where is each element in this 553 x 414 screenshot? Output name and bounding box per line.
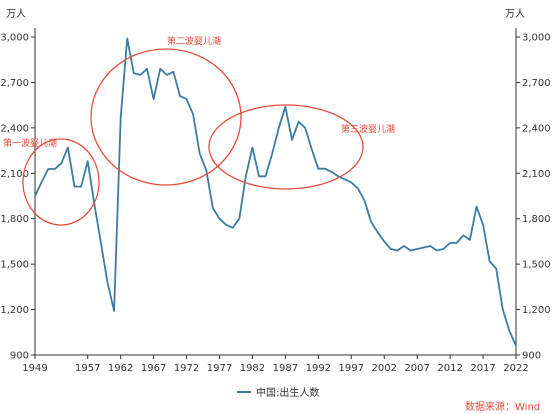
x-tick-label: 1967 xyxy=(141,363,166,374)
x-tick-label: 1962 xyxy=(108,363,133,374)
y-tick-label-left: 2,700 xyxy=(0,78,29,89)
y-tick-label-left: 2,100 xyxy=(0,169,29,180)
legend-label: 中国:出生人数 xyxy=(256,386,319,399)
legend[interactable]: 中国:出生人数 xyxy=(237,386,319,399)
annotation-label-1: 第一波婴儿潮 xyxy=(3,137,57,149)
y-tick-label-left: 1,800 xyxy=(0,214,29,225)
annotation-circle-1 xyxy=(22,138,100,226)
y-tick-label-left: 2,400 xyxy=(0,123,29,134)
x-tick-label: 1949 xyxy=(22,363,47,374)
x-tick-label: 2017 xyxy=(470,363,495,374)
annotation-circle-3 xyxy=(208,104,364,190)
x-ticks: 1949 1957 1962 1967 1972 1977 1982 1987 1992 1997… xyxy=(22,355,529,374)
y-tick-label-right: 3,000 xyxy=(522,33,551,44)
left-y-ticks: 900 1,200 1,500 1,800 2,100 2,400 2,700 3,000 xyxy=(0,33,35,362)
x-tick-label: 1987 xyxy=(273,363,298,374)
right-y-unit: 万人 xyxy=(505,8,525,20)
x-tick-label: 1982 xyxy=(240,363,265,374)
annotation-circle-2 xyxy=(90,48,242,186)
y-tick-label-right: 1,200 xyxy=(522,305,551,316)
right-y-ticks: 900 1,200 1,500 1,800 2,100 2,400 2,700 3,000 xyxy=(516,33,551,362)
x-tick-label: 2002 xyxy=(371,363,396,374)
x-tick-label: 2012 xyxy=(437,363,462,374)
x-tick-label: 1992 xyxy=(306,363,331,374)
y-tick-label-right: 1,800 xyxy=(522,214,551,225)
x-tick-label: 1957 xyxy=(75,363,100,374)
y-tick-label-right: 1,500 xyxy=(522,260,551,271)
x-tick-label: 1972 xyxy=(174,363,199,374)
y-tick-label-left: 3,000 xyxy=(0,33,29,44)
x-tick-label: 1997 xyxy=(339,363,364,374)
y-tick-label-left: 1,200 xyxy=(0,305,29,316)
data-source: 数据来源：Wind xyxy=(465,400,540,413)
annotation-label-2: 第二波婴儿潮 xyxy=(167,35,221,47)
y-tick-label-right: 900 xyxy=(522,351,541,362)
x-tick-label: 2007 xyxy=(404,363,429,374)
left-y-unit: 万人 xyxy=(6,8,26,20)
y-tick-label-right: 2,100 xyxy=(522,169,551,180)
y-tick-label-right: 2,700 xyxy=(522,78,551,89)
x-tick-label: 2022 xyxy=(503,363,528,374)
series-line-births xyxy=(34,37,517,347)
annotation-label-3: 第三波婴儿潮 xyxy=(341,123,395,135)
y-tick-label-left: 900 xyxy=(10,351,29,362)
y-tick-label-left: 1,500 xyxy=(0,260,29,271)
y-tick-label-right: 2,400 xyxy=(522,123,551,134)
x-tick-label: 1977 xyxy=(207,363,232,374)
